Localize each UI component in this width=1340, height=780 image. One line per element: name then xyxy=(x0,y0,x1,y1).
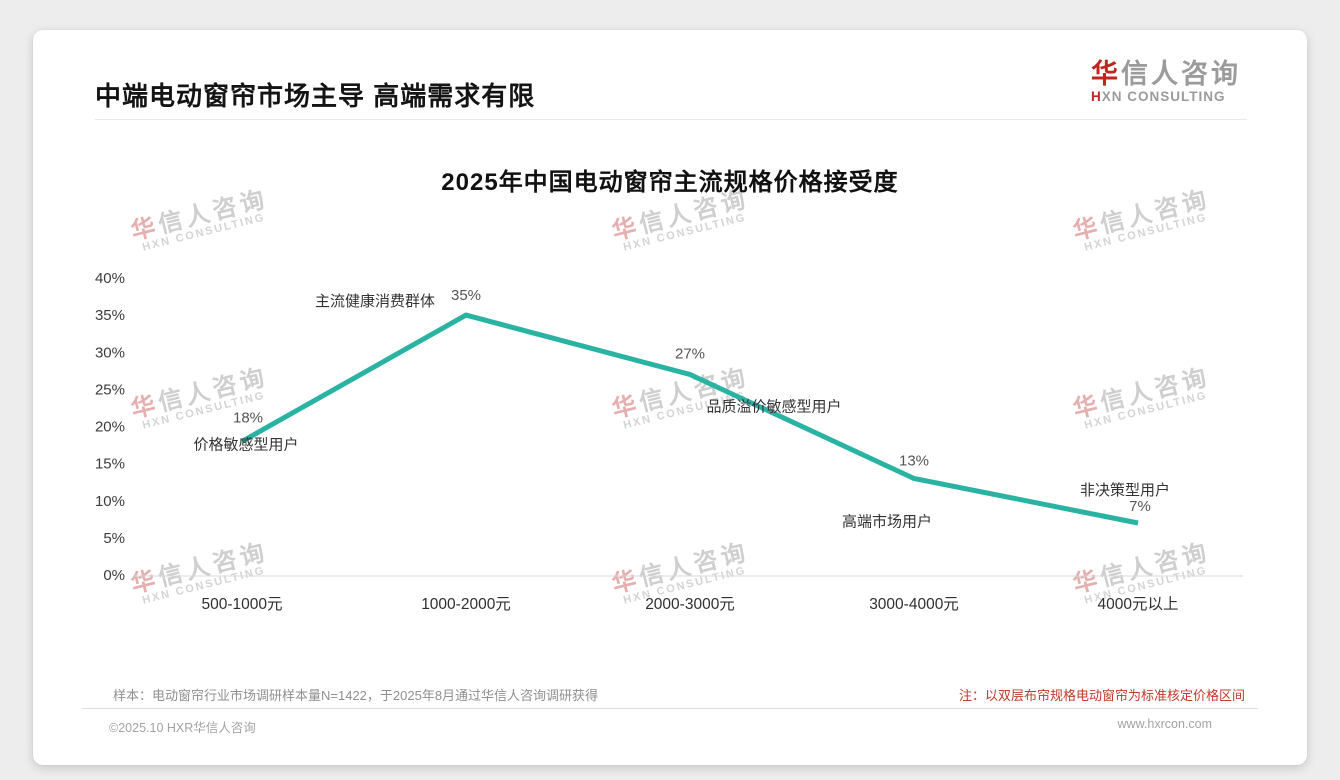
price-acceptance-line xyxy=(240,312,1139,526)
brand-logo-chinese: 华信人咨询 xyxy=(1091,58,1241,90)
data-point-value-label: 18% xyxy=(233,409,263,426)
data-point-value-label: 27% xyxy=(675,346,705,363)
data-point-annotation: 高端市场用户 xyxy=(842,513,932,530)
chart-svg: 0% 5% 10% 15% 20% 25% 30% 35% 40% 18% 价格敏感型用户 35% 主流… xyxy=(95,270,1243,613)
brand-logo-english-red: H xyxy=(1091,89,1102,105)
data-point-value-label: 13% xyxy=(899,452,929,469)
brand-logo: 华信人咨询 HXN CONSULTING xyxy=(1091,58,1241,104)
sample-note: 样本：电动窗帘行业市场调研样本量N=1422，于2025年8月通过华信人咨询调研… xyxy=(113,688,599,703)
brand-logo-chinese-red: 华 xyxy=(1091,59,1121,89)
x-axis-category-label: 500-1000元 xyxy=(201,596,282,613)
copyright-text: ©2025.10 HXR华信人咨询 xyxy=(109,721,256,735)
y-axis-tick-label: 10% xyxy=(95,493,125,510)
y-axis-tick-label: 5% xyxy=(103,530,125,547)
y-axis-tick-label: 40% xyxy=(95,270,125,287)
report-card: 中端电动窗帘市场主导 高端需求有限 华信人咨询 HXN CONSULTING 华… xyxy=(33,30,1307,765)
data-point-value-label: 7% xyxy=(1129,498,1151,515)
x-axis-category-label: 2000-3000元 xyxy=(645,596,735,613)
data-point-annotation: 非决策型用户 xyxy=(1080,482,1170,499)
brand-logo-english: HXN CONSULTING xyxy=(1091,89,1241,104)
footer-divider xyxy=(82,708,1258,709)
y-axis-tick-label: 15% xyxy=(95,456,125,473)
data-point-annotation: 主流健康消费群体 xyxy=(315,293,435,310)
y-axis-tick-label: 0% xyxy=(103,567,125,584)
x-axis-category-label: 3000-4000元 xyxy=(869,596,959,613)
data-point-annotation: 价格敏感型用户 xyxy=(193,436,298,453)
header-divider xyxy=(95,119,1247,120)
data-point-value-label: 35% xyxy=(451,287,481,304)
x-axis-category-label: 4000元以上 xyxy=(1098,595,1179,613)
y-axis-tick-label: 20% xyxy=(95,419,125,436)
brand-logo-english-gray: XN CONSULTING xyxy=(1101,89,1226,105)
data-point-annotation: 品质溢价敏感型用户 xyxy=(706,399,841,416)
y-axis-tick-label: 30% xyxy=(95,344,125,361)
chart-title: 2025年中国电动窗帘主流规格价格接受度 xyxy=(441,169,899,196)
y-axis-tick-label: 25% xyxy=(95,381,125,398)
x-axis-category-label: 1000-2000元 xyxy=(421,596,511,613)
y-axis-tick-label: 35% xyxy=(95,307,125,324)
website-url: www.hxrcon.com xyxy=(1117,717,1212,731)
brand-logo-chinese-gray: 信人咨询 xyxy=(1121,59,1241,89)
price-note: 注：以双层布帘规格电动窗帘为标准核定价格区间 xyxy=(958,688,1245,703)
page-title: 中端电动窗帘市场主导 高端需求有限 xyxy=(95,81,536,111)
